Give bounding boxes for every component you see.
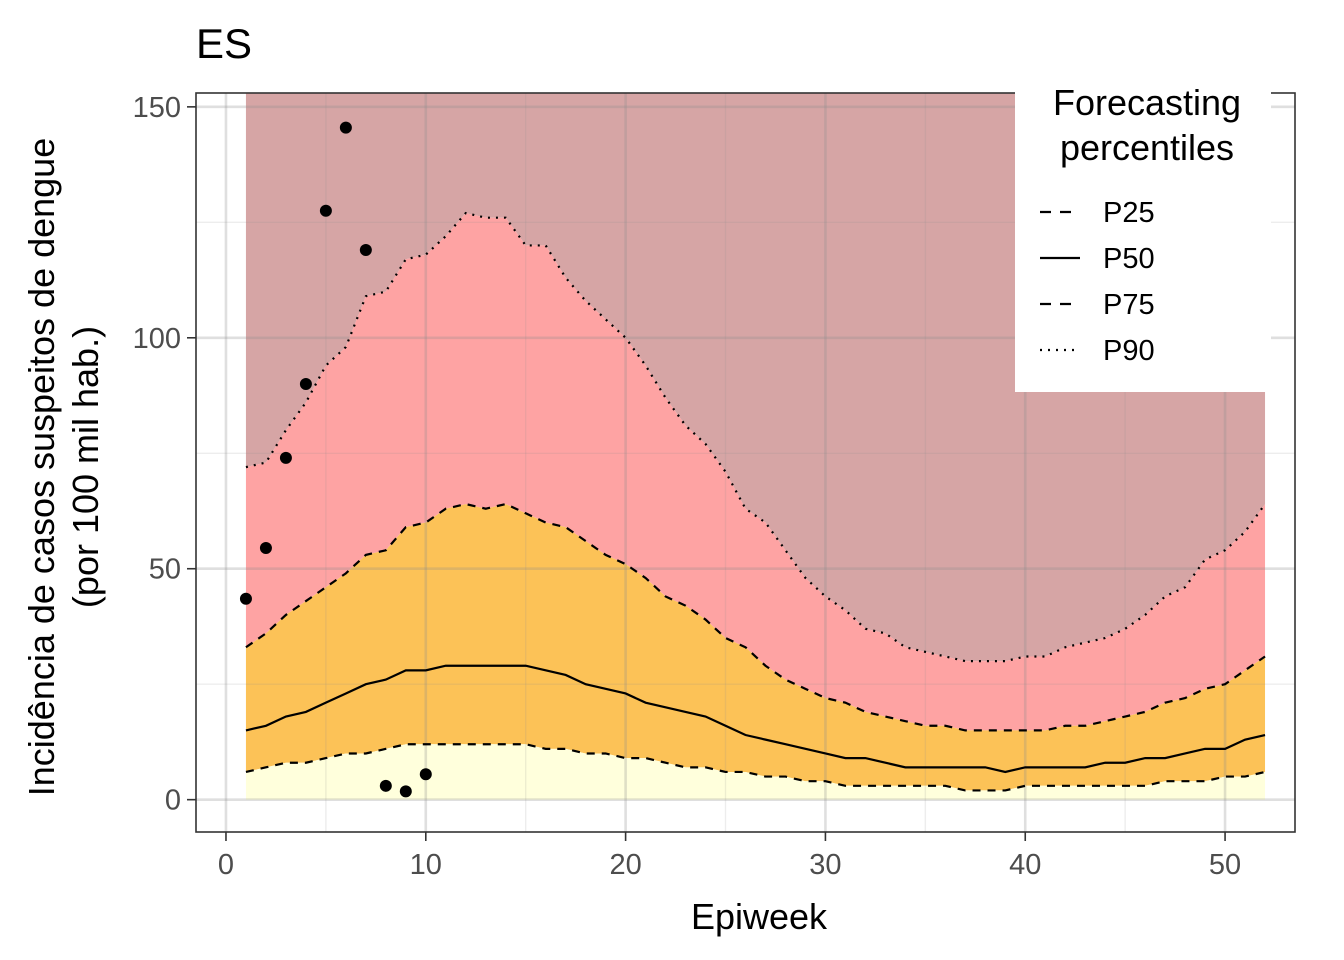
observed-point	[279, 451, 292, 464]
observed-points	[239, 121, 432, 798]
x-tick-label: 50	[1209, 849, 1241, 881]
line-p50	[245, 664, 1266, 774]
line-p25	[245, 743, 1266, 792]
x-tick-label: 0	[218, 849, 234, 881]
plot-area	[195, 92, 1296, 833]
panel-border	[195, 92, 1296, 833]
band-below-p25	[245, 744, 1266, 800]
legend-entries: P25 P50 P75 P90	[1040, 197, 1155, 367]
observed-point	[399, 785, 412, 798]
y-tick-label: 50	[149, 554, 181, 586]
y-tick-label: 100	[133, 323, 181, 355]
y-tick-label: 150	[133, 92, 181, 124]
band-p75-p90	[245, 213, 1266, 731]
percentile-lines	[245, 211, 1266, 792]
legend-label-p25: P25	[1103, 197, 1155, 229]
observed-point	[239, 592, 252, 605]
observed-point	[379, 779, 392, 792]
observed-point	[339, 121, 352, 134]
chart-title: ES	[196, 20, 252, 67]
percentile-bands	[245, 93, 1266, 800]
x-axis: 0 10 20 30 40 50	[218, 832, 1241, 881]
line-p75	[245, 502, 1266, 732]
legend-background	[1015, 78, 1271, 392]
grid-lines	[196, 93, 1295, 832]
y-axis-label-line2: (por 100 mil hab.)	[65, 326, 106, 608]
x-tick-label: 20	[609, 849, 641, 881]
observed-point	[419, 768, 432, 781]
line-p90	[245, 211, 1266, 663]
x-tick-label: 30	[809, 849, 841, 881]
observed-point	[299, 377, 312, 390]
observed-point	[259, 541, 272, 554]
band-above-p90	[245, 93, 1266, 662]
observed-point	[319, 204, 332, 217]
x-tick-label: 40	[1009, 849, 1041, 881]
y-axis-label-line1: Incidência de casos suspeitos de dengue	[21, 138, 62, 796]
legend-title-line1: Forecasting	[1053, 82, 1241, 123]
legend: Forecasting percentiles P25 P50 P75 P90	[1015, 78, 1271, 392]
legend-label-p50: P50	[1103, 243, 1155, 275]
legend-label-p75: P75	[1103, 289, 1155, 321]
x-tick-label: 10	[410, 849, 442, 881]
x-axis-label: Epiweek	[691, 896, 828, 937]
y-axis: 0 50 100 150	[133, 92, 196, 817]
legend-label-p90: P90	[1103, 335, 1155, 367]
band-p25-p75	[245, 504, 1266, 791]
observed-point	[359, 244, 372, 257]
legend-title-line2: percentiles	[1060, 127, 1234, 168]
y-tick-label: 0	[165, 785, 181, 817]
